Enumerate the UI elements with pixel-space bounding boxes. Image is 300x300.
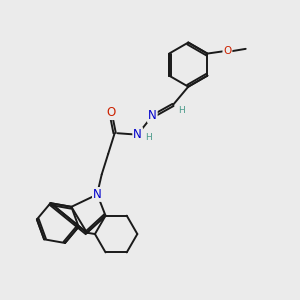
Text: H: H: [178, 106, 184, 115]
Text: O: O: [223, 46, 232, 56]
Text: N: N: [133, 128, 142, 141]
Text: N: N: [93, 188, 102, 201]
Text: N: N: [148, 109, 157, 122]
Text: O: O: [106, 106, 116, 119]
Text: H: H: [146, 134, 152, 142]
